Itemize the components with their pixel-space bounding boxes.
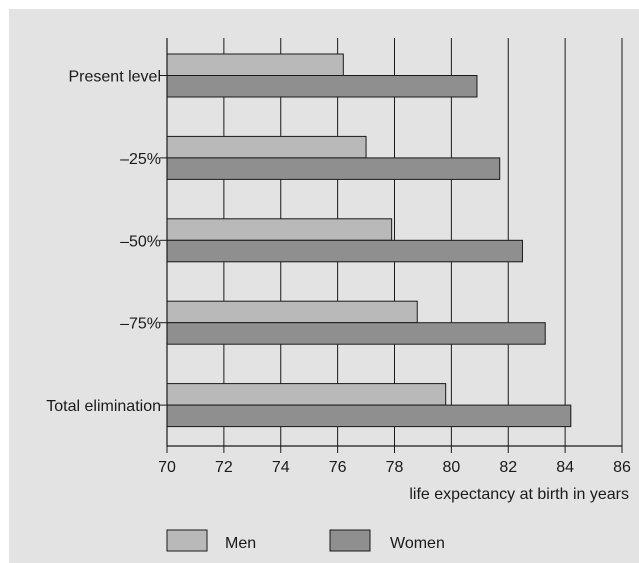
tick-label-x-82: 82 [499,459,517,476]
tick-label-x-74: 74 [272,459,290,476]
x-axis-label: life expectancy at birth in years [409,486,629,503]
tick-label-x-84: 84 [556,459,574,476]
bar-women-75 [166,322,546,345]
category-label-50: –50% [120,233,161,250]
bar-men-50 [166,218,393,241]
labels: 70 72 74 76 78 80 82 84 86 Present level –25% –50% –… [46,69,631,477]
category-label-total-elimination: Total elimination [46,398,161,415]
tick-label-x-86: 86 [613,459,631,476]
category-label-present-level: Present level [69,69,162,86]
bar-men-total-elimination [166,383,447,406]
tick-label-x-78: 78 [386,459,404,476]
axes [160,38,623,453]
tick-label-x-70: 70 [158,459,176,476]
chart-panel [9,9,639,563]
bar-women-25 [166,157,501,180]
legend-swatch-women [329,529,371,552]
tick-label-x-76: 76 [329,459,347,476]
legend: Men Women [166,529,445,552]
bar-men-25 [166,135,367,159]
bar-women-total-elimination [166,404,572,428]
bars [166,53,572,428]
tick-label-x-80: 80 [442,459,460,476]
category-label-25: –25% [120,151,161,168]
bar-men-75 [166,300,418,324]
bar-women-50 [166,239,523,263]
tick-label-x-72: 72 [215,459,233,476]
bar-women-present-level [166,75,478,98]
legend-label-women: Women [390,535,445,552]
bar-men-present-level [166,53,344,76]
category-label-75: –75% [120,316,161,333]
legend-label-men: Men [225,535,256,552]
legend-swatch-men [166,529,208,552]
